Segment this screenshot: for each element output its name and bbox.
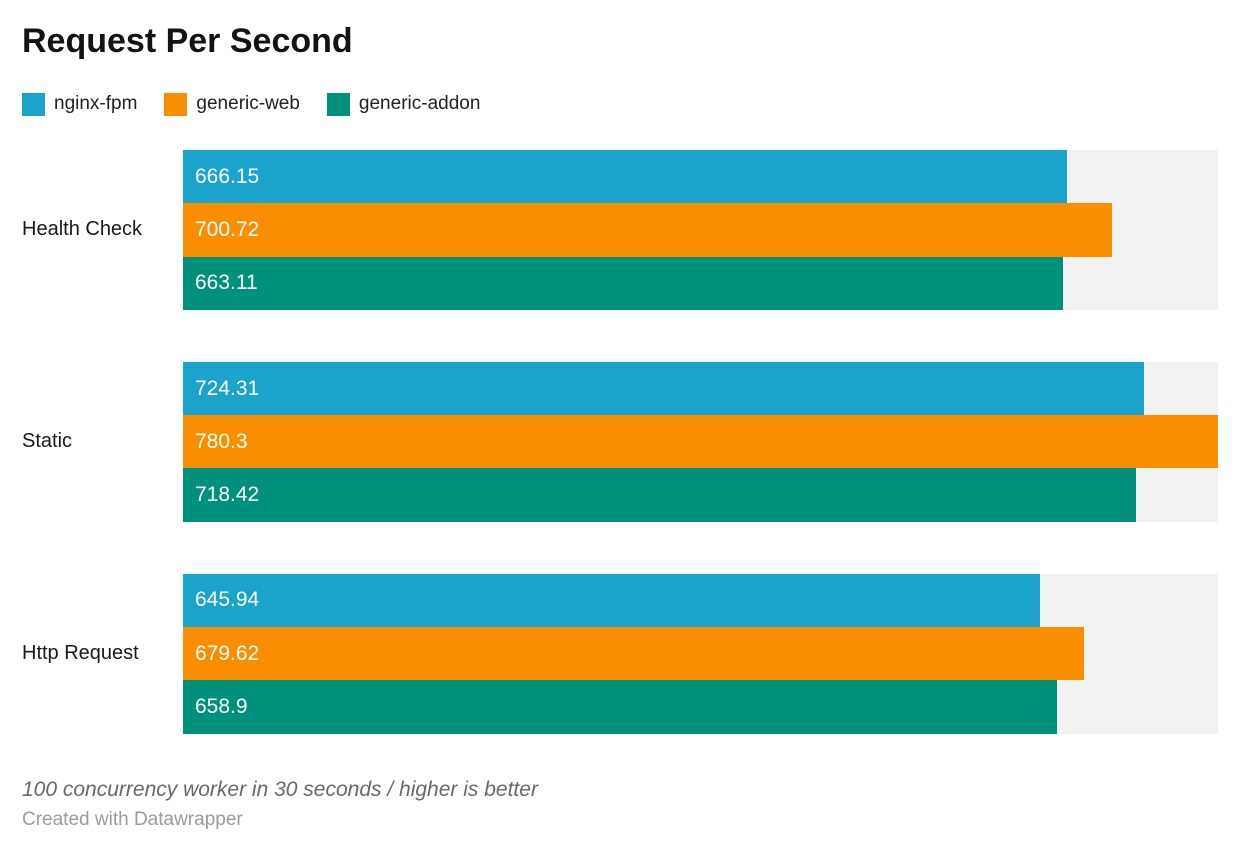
bar-track: 724.31 bbox=[183, 361, 1218, 416]
category-label: Http Request bbox=[22, 642, 139, 665]
legend-swatch-generic-web bbox=[164, 92, 188, 116]
legend-label: generic-addon bbox=[358, 93, 481, 114]
legend-swatch-nginx-fpm bbox=[22, 92, 45, 116]
category-label: Static bbox=[22, 430, 73, 453]
bar-generic-addon-http-request: 658.9 bbox=[183, 680, 1057, 734]
bar-group: 666.15 700.72 663.11 bbox=[183, 150, 1218, 310]
bar-generic-addon-static: 718.42 bbox=[183, 468, 1136, 522]
chart-footnote: 100 concurrency worker in 30 seconds / h… bbox=[22, 777, 538, 801]
bar-track: 663.11 bbox=[183, 256, 1218, 310]
category-group-health-check: Health Check 666.15 700.72 663.11 bbox=[22, 150, 1218, 310]
bar-value-label: 780.3 bbox=[195, 429, 248, 453]
bar-value-label: 700.72 bbox=[195, 217, 260, 241]
bar-track: 666.15 bbox=[183, 150, 1218, 204]
legend-label: generic-web bbox=[196, 93, 300, 114]
bar-nginx-fpm-static: 724.31 bbox=[183, 361, 1144, 416]
grouped-bar-chart: Health Check 666.15 700.72 663.11 Static 724.… bbox=[22, 150, 1218, 734]
datawrapper-credit: Created with Datawrapper bbox=[22, 808, 243, 830]
bar-value-label: 645.94 bbox=[195, 588, 260, 612]
bar-value-label: 658.9 bbox=[195, 695, 248, 719]
bar-track: 780.3 bbox=[183, 415, 1218, 469]
bar-value-label: 679.62 bbox=[195, 641, 260, 665]
bar-track: 679.62 bbox=[183, 627, 1218, 681]
legend: nginx-fpm generic-web generic-addon bbox=[22, 92, 1218, 116]
bar-generic-web-static: 780.3 bbox=[183, 415, 1218, 469]
bar-nginx-fpm-http-request: 645.94 bbox=[183, 573, 1040, 628]
bar-track: 718.42 bbox=[183, 468, 1218, 522]
legend-item-nginx-fpm: nginx-fpm bbox=[22, 92, 137, 116]
bar-value-label: 663.11 bbox=[195, 271, 258, 295]
bar-track: 658.9 bbox=[183, 680, 1218, 734]
bar-nginx-fpm-health-check: 666.15 bbox=[183, 150, 1067, 204]
bar-group: 724.31 780.3 718.42 bbox=[183, 361, 1218, 522]
bar-generic-addon-health-check: 663.11 bbox=[183, 256, 1063, 310]
legend-label: nginx-fpm bbox=[54, 93, 138, 114]
legend-swatch-generic-addon bbox=[326, 92, 350, 116]
bar-track: 700.72 bbox=[183, 203, 1218, 257]
category-label: Health Check bbox=[22, 218, 143, 241]
bar-track: 645.94 bbox=[183, 573, 1218, 628]
bar-value-label: 724.31 bbox=[195, 376, 260, 400]
chart-title: Request Per Second bbox=[22, 22, 353, 60]
bar-generic-web-health-check: 700.72 bbox=[183, 203, 1113, 257]
category-group-http-request: Http Request 645.94 679.62 658.9 bbox=[22, 573, 1218, 734]
legend-item-generic-addon: generic-addon bbox=[326, 92, 481, 116]
bar-value-label: 718.42 bbox=[195, 483, 260, 507]
bar-generic-web-http-request: 679.62 bbox=[183, 627, 1085, 681]
category-group-static: Static 724.31 780.3 718.42 bbox=[22, 361, 1218, 522]
bar-value-label: 666.15 bbox=[195, 164, 260, 188]
legend-item-generic-web: generic-web bbox=[164, 92, 300, 116]
bar-group: 645.94 679.62 658.9 bbox=[183, 573, 1218, 734]
